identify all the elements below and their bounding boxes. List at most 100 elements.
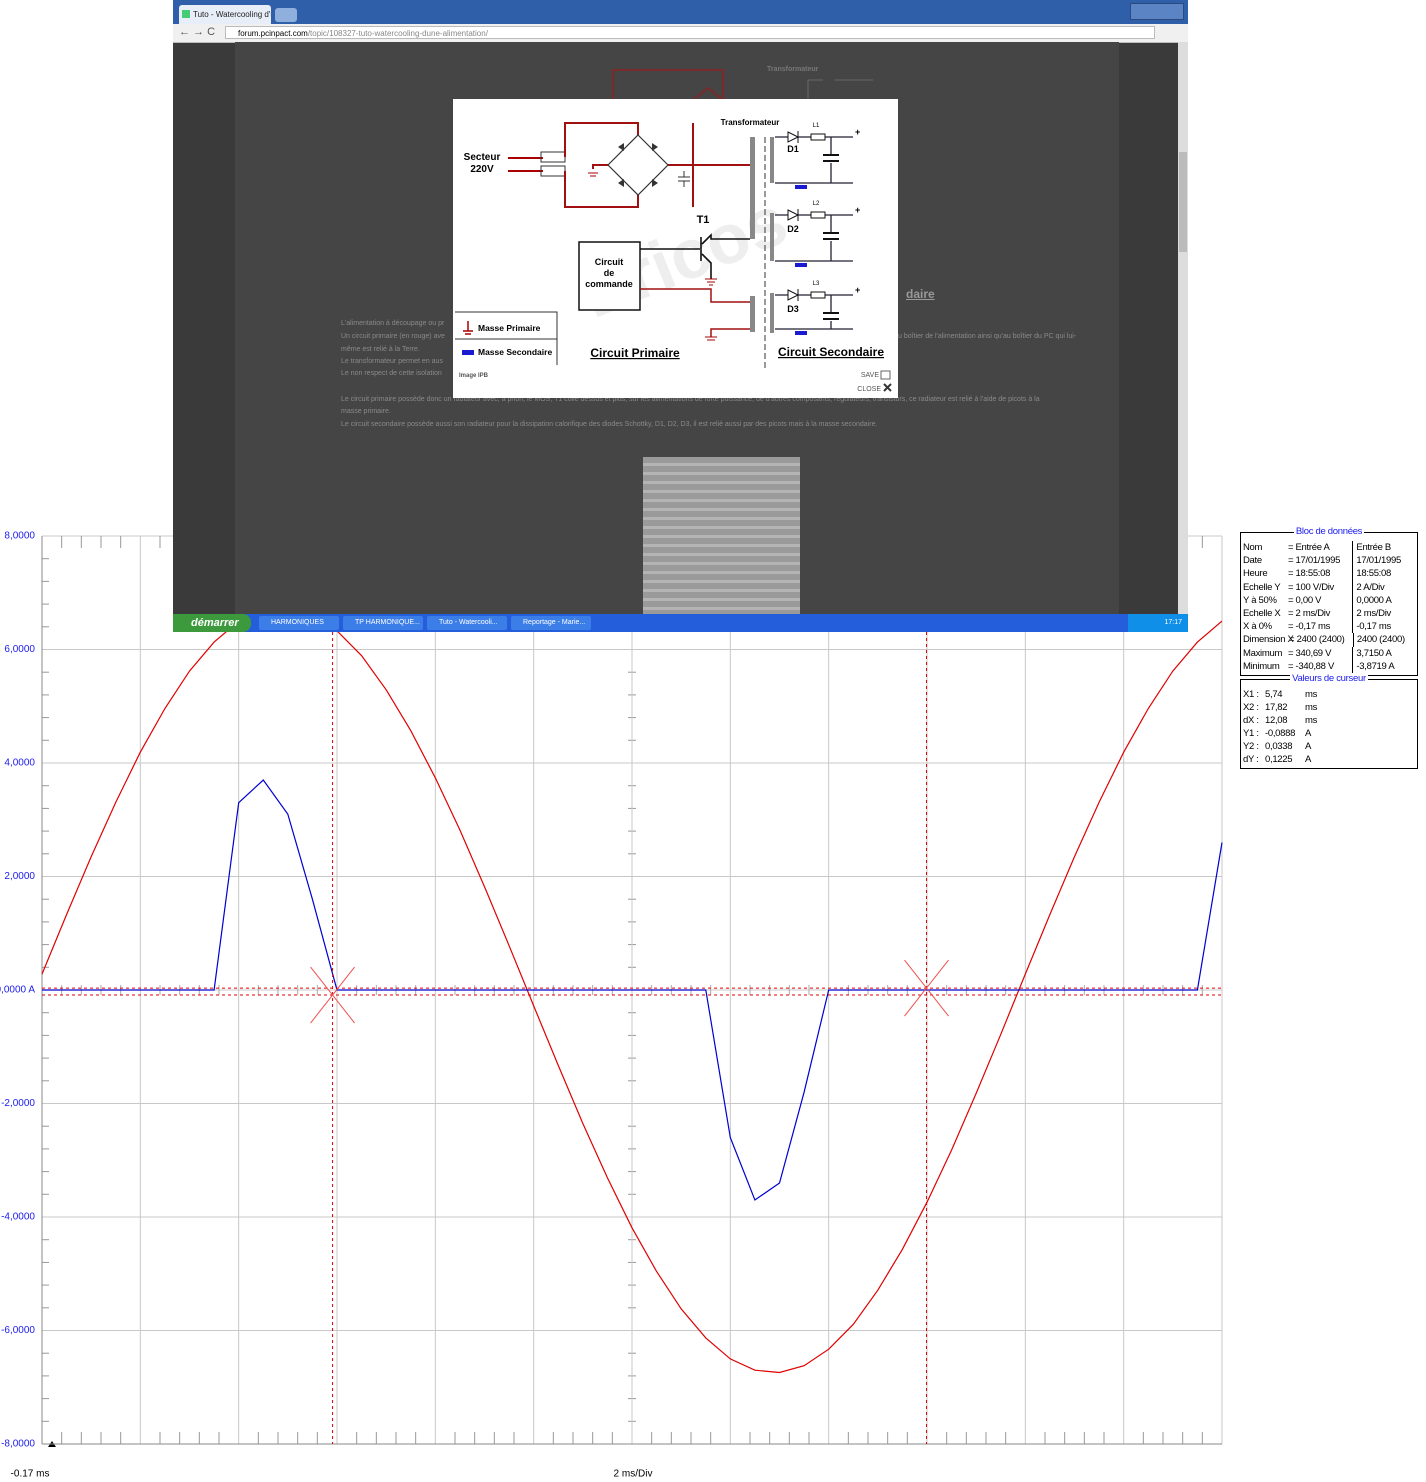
panel-title: Bloc de données bbox=[1293, 526, 1365, 537]
panel-cell: = Entrée A bbox=[1287, 542, 1330, 553]
panel-row: Y à 50% = 0,00 V 0,0000 A bbox=[1243, 593, 1415, 608]
cursor-cell: ms bbox=[1305, 715, 1318, 727]
y-tick-label: 2,0000 bbox=[4, 871, 35, 882]
cursor-row: dY : 0,1225 A bbox=[1243, 753, 1415, 766]
taskbar: démarrer 17:17 HARMONIQUES TP HARMONIQUE.… bbox=[173, 614, 1188, 632]
data-panel: Bloc de données Nom = Entrée A Entrée B Dat… bbox=[1240, 526, 1418, 770]
label: Secteur bbox=[464, 152, 501, 163]
cursor-cell: X1 : bbox=[1243, 689, 1259, 701]
clock: 17:17 bbox=[1128, 614, 1188, 632]
scrollbar[interactable] bbox=[1178, 42, 1188, 614]
address-bar: ← → C forum.pcinpact.com/topic/108327-tu… bbox=[173, 24, 1188, 43]
y-tick-label: 4,0000 bbox=[4, 758, 35, 769]
panel-row: Echelle Y = 100 V/Div 2 A/Div bbox=[1243, 580, 1415, 594]
x-scale-label: 2 ms/Div bbox=[614, 1469, 653, 1480]
data-block: Bloc de données Nom = Entrée A Entrée B Dat… bbox=[1240, 526, 1418, 677]
panel-cell: Dimension X bbox=[1243, 634, 1294, 646]
panel-cell: Y à 50% bbox=[1243, 594, 1277, 606]
panel-cell: = 0,00 V bbox=[1287, 594, 1322, 606]
panel-cell: Echelle X bbox=[1243, 608, 1281, 620]
label: D3 bbox=[787, 304, 799, 314]
new-tab[interactable] bbox=[275, 8, 297, 22]
scroll-thumb[interactable] bbox=[1179, 152, 1187, 252]
cursor-row: Y1 : -0,0888 A bbox=[1243, 727, 1415, 740]
panel-row: Heure = 18:55:08 18:55:08 bbox=[1243, 567, 1415, 581]
label: de bbox=[604, 268, 615, 278]
taskbar-item[interactable]: Tuto - Watercooli... bbox=[427, 616, 507, 630]
panel-cell: -0,17 ms bbox=[1352, 620, 1415, 634]
bg-label: Transformateur bbox=[767, 66, 819, 73]
cursor-row: X1 : 5,74 ms bbox=[1243, 688, 1415, 701]
x-origin-label: -0.17 ms bbox=[11, 1469, 50, 1480]
label: + bbox=[855, 285, 860, 295]
save-icon[interactable] bbox=[880, 370, 891, 380]
label: Circuit Secondaire bbox=[778, 345, 884, 359]
lightbox: Ericos Secteur 220V Transformateur T1 Ci… bbox=[453, 99, 898, 398]
close-icon[interactable] bbox=[883, 383, 892, 392]
panel-cell: 0,0000 A bbox=[1352, 593, 1415, 608]
label: D1 bbox=[787, 144, 799, 154]
y-tick-label: 8,0000 bbox=[4, 531, 35, 542]
window-controls[interactable] bbox=[1130, 3, 1184, 20]
article-text: Le non respect de cette isolation bbox=[341, 370, 442, 377]
tab[interactable]: Tuto - Watercooling d'une Al bbox=[179, 5, 271, 24]
cursor-cell: 17,82 bbox=[1265, 702, 1288, 714]
panel-cell: 2 A/Div bbox=[1352, 580, 1415, 594]
taskbar-item[interactable]: HARMONIQUES bbox=[259, 616, 339, 630]
credit: Image IPB bbox=[459, 373, 489, 379]
article-text: même est relié à la Terre. bbox=[341, 346, 420, 353]
label: Circuit bbox=[595, 257, 624, 267]
cursor-cell: 5,74 bbox=[1265, 689, 1283, 701]
panel-cell: 3,7150 A bbox=[1352, 646, 1415, 660]
article-text: L'alimentation à découpage ou pr bbox=[341, 320, 445, 327]
panel-cell: X à 0% bbox=[1243, 621, 1272, 633]
panel-title: Valeurs de curseur bbox=[1290, 673, 1368, 685]
panel-row: X à 0% = -0,17 ms -0,17 ms bbox=[1243, 620, 1415, 634]
nav-buttons[interactable]: ← → C bbox=[179, 26, 216, 38]
start-button[interactable]: démarrer bbox=[173, 614, 251, 632]
label: D2 bbox=[787, 224, 799, 234]
panel-cell: = 18:55:08 bbox=[1287, 568, 1331, 580]
circuit-diagram: Ericos Secteur 220V Transformateur T1 Ci… bbox=[455, 118, 892, 393]
panel-cell: = 100 V/Div bbox=[1287, 581, 1335, 593]
label: Transformateur bbox=[721, 118, 780, 127]
cursor-cell: A bbox=[1305, 754, 1312, 766]
cursor-cell: 12,08 bbox=[1265, 715, 1288, 727]
legend-label: Masse Secondaire bbox=[478, 347, 552, 357]
close-button[interactable]: CLOSE bbox=[857, 386, 881, 393]
browser-window: Tuto - Watercooling d'une Al ← → C forum… bbox=[173, 0, 1188, 632]
photo bbox=[643, 457, 800, 614]
panel-row: Minimum = -340,88 V -3,8719 A bbox=[1243, 659, 1415, 674]
bg-heading: daire bbox=[906, 287, 935, 301]
panel-cell: 17/01/1995 bbox=[1352, 554, 1415, 568]
cursor-cell: X2 : bbox=[1243, 702, 1259, 714]
panel-cell: Echelle Y bbox=[1243, 581, 1281, 593]
label: 220V bbox=[470, 164, 494, 175]
taskbar-item[interactable]: Reportage - Marie... bbox=[511, 616, 591, 630]
label: + bbox=[855, 127, 860, 137]
cursor-cell: ms bbox=[1305, 689, 1318, 701]
cursor-row: Y2 : 0,0338 A bbox=[1243, 740, 1415, 753]
panel-cell: 2 ms/Div bbox=[1352, 607, 1415, 621]
panel-cell: = -340,88 V bbox=[1287, 660, 1335, 672]
cursor-cell: A bbox=[1305, 741, 1312, 753]
tab-bar: Tuto - Watercooling d'une Al bbox=[173, 0, 1188, 24]
cursor-row: X2 : 17,82 ms bbox=[1243, 701, 1415, 714]
cursor-cell: Y1 : bbox=[1243, 728, 1259, 740]
taskbar-item[interactable]: TP HARMONIQUE... bbox=[343, 616, 423, 630]
panel-cell: Minimum bbox=[1243, 660, 1280, 672]
cursor-cell: dX : bbox=[1243, 715, 1259, 727]
article-text: Le circuit secondaire possède aussi son … bbox=[341, 421, 878, 428]
panel-row: Date = 17/01/1995 17/01/1995 bbox=[1243, 554, 1415, 568]
url-field[interactable]: forum.pcinpact.com/topic/108327-tuto-wat… bbox=[225, 26, 1155, 39]
y-tick-label: -8,0000 bbox=[1, 1439, 35, 1450]
save-button[interactable]: SAVE bbox=[861, 372, 879, 379]
panel-cell: = 2400 (2400) bbox=[1289, 634, 1345, 646]
panel-cell: = 2 ms/Div bbox=[1287, 608, 1331, 620]
label: Circuit Primaire bbox=[590, 346, 680, 360]
cursor-cell: 0,1225 bbox=[1265, 754, 1293, 766]
cursor-cell: Y2 : bbox=[1243, 741, 1259, 753]
